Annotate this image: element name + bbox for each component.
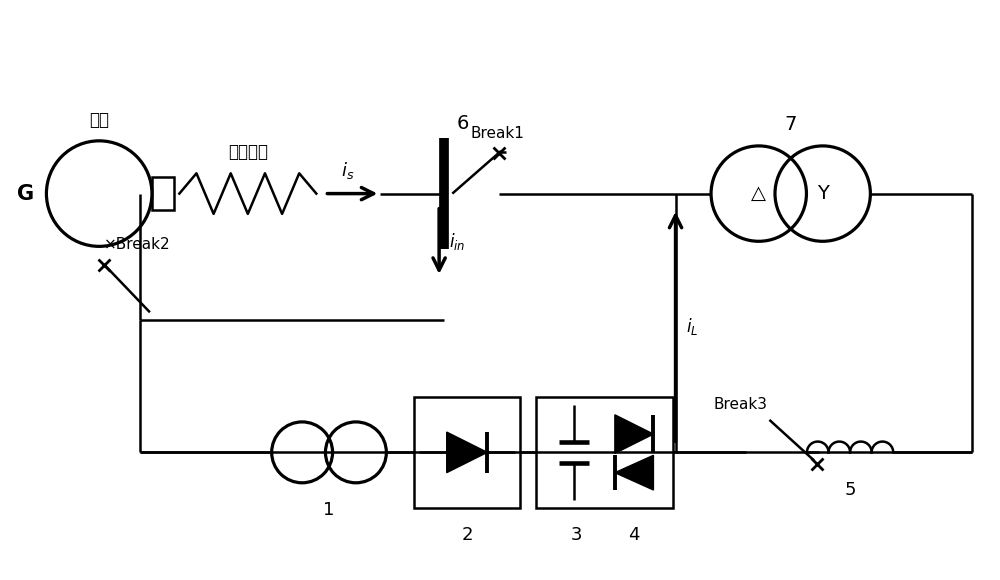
Bar [152, 177, 174, 210]
Text: 7: 7 [785, 115, 797, 134]
Text: 1: 1 [323, 501, 335, 519]
Polygon shape [447, 432, 487, 473]
Text: △: △ [751, 184, 766, 203]
Text: G: G [17, 184, 34, 204]
Text: 5: 5 [844, 481, 856, 499]
Text: Break3: Break3 [714, 397, 768, 412]
Bar [536, 397, 673, 508]
Polygon shape [615, 415, 653, 454]
Text: 2: 2 [461, 527, 473, 545]
Bar [414, 397, 520, 508]
Text: 4: 4 [628, 527, 640, 545]
Text: 6: 6 [456, 114, 469, 133]
Polygon shape [615, 455, 653, 490]
Text: $i_L$: $i_L$ [686, 316, 698, 337]
Text: $i_{in}$: $i_{in}$ [449, 231, 466, 252]
Text: Break1: Break1 [471, 126, 524, 141]
Text: $i_s$: $i_s$ [341, 161, 354, 182]
Text: ×Break2: ×Break2 [104, 237, 171, 252]
Text: 系统阻抗: 系统阻抗 [228, 143, 268, 161]
Text: 电网: 电网 [89, 111, 109, 129]
Text: Y: Y [817, 184, 829, 203]
Text: 3: 3 [571, 527, 582, 545]
